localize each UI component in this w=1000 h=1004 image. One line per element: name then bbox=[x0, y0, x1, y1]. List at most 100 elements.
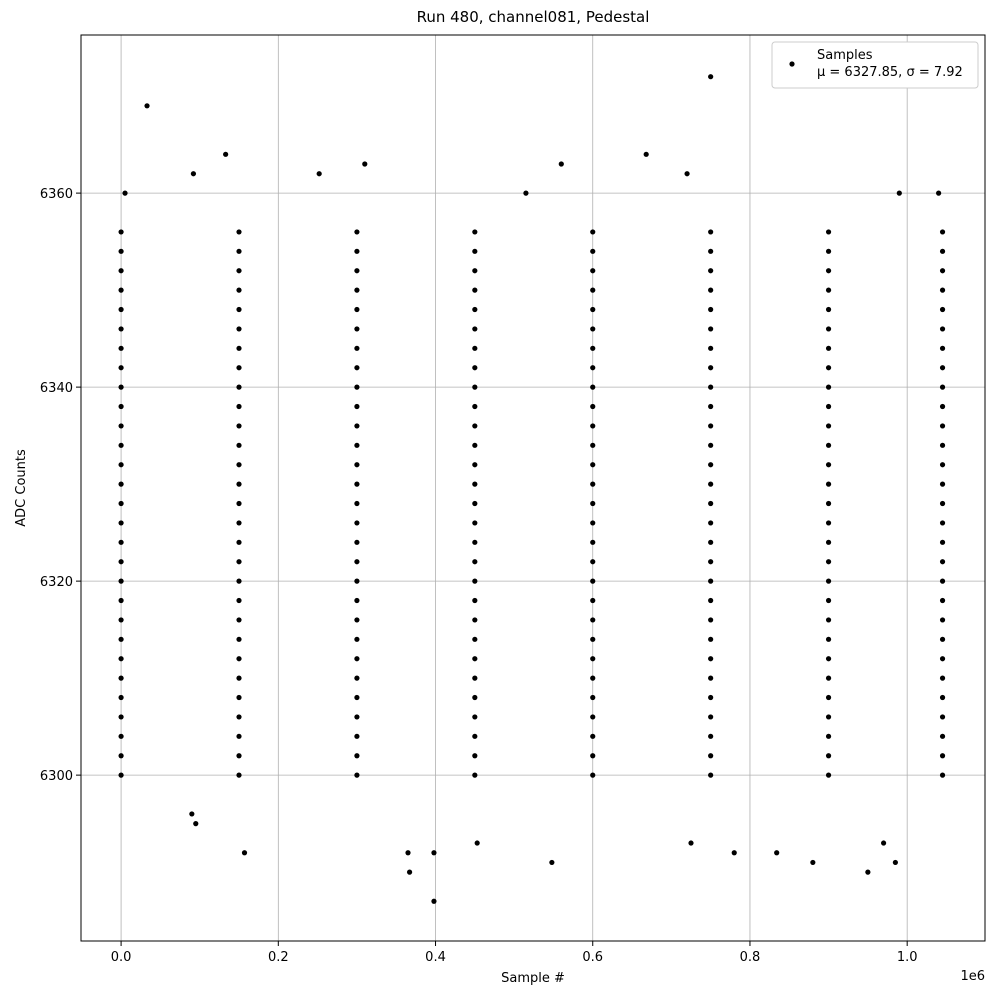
point bbox=[236, 384, 242, 390]
point bbox=[590, 772, 596, 778]
point bbox=[708, 636, 714, 642]
point bbox=[590, 462, 596, 468]
point bbox=[939, 384, 946, 390]
point bbox=[590, 481, 596, 487]
point bbox=[590, 442, 596, 448]
point bbox=[865, 869, 871, 875]
point bbox=[118, 597, 124, 604]
point bbox=[939, 636, 946, 642]
point bbox=[236, 753, 242, 759]
point bbox=[118, 423, 124, 429]
point bbox=[472, 617, 478, 623]
point bbox=[939, 500, 946, 507]
point bbox=[118, 772, 124, 778]
point bbox=[825, 481, 832, 487]
point bbox=[405, 850, 411, 856]
point bbox=[825, 462, 832, 468]
point bbox=[590, 365, 596, 371]
point bbox=[939, 772, 946, 778]
point bbox=[590, 714, 596, 720]
point bbox=[939, 326, 946, 332]
point bbox=[708, 617, 714, 623]
point bbox=[590, 287, 596, 293]
legend-marker bbox=[789, 61, 795, 67]
point bbox=[236, 462, 242, 468]
point bbox=[590, 403, 596, 410]
point bbox=[472, 539, 478, 545]
point bbox=[708, 229, 714, 235]
point bbox=[236, 403, 242, 410]
point bbox=[472, 656, 478, 662]
point bbox=[825, 229, 832, 235]
point bbox=[354, 500, 360, 507]
point bbox=[236, 636, 242, 642]
point bbox=[354, 597, 360, 604]
point bbox=[731, 850, 737, 856]
point bbox=[354, 345, 360, 351]
point bbox=[193, 821, 199, 827]
point bbox=[688, 840, 694, 846]
x-tick-label: 1.0 bbox=[897, 950, 918, 965]
point bbox=[472, 520, 478, 526]
point bbox=[354, 520, 360, 526]
point bbox=[236, 326, 242, 332]
point bbox=[590, 423, 596, 429]
point bbox=[558, 161, 564, 167]
point bbox=[590, 656, 596, 662]
point bbox=[354, 248, 360, 254]
point bbox=[825, 365, 832, 371]
point bbox=[825, 500, 832, 507]
point bbox=[354, 384, 360, 390]
point bbox=[590, 694, 596, 701]
point bbox=[354, 753, 360, 759]
point bbox=[549, 859, 555, 866]
point bbox=[590, 733, 596, 739]
point bbox=[236, 423, 242, 429]
point bbox=[825, 636, 832, 642]
point bbox=[236, 559, 242, 565]
point bbox=[118, 268, 124, 274]
point bbox=[708, 481, 714, 487]
point bbox=[939, 578, 946, 584]
point bbox=[708, 74, 714, 80]
point bbox=[354, 442, 360, 448]
point bbox=[354, 636, 360, 642]
point bbox=[472, 714, 478, 720]
point bbox=[825, 539, 832, 545]
point bbox=[236, 597, 242, 604]
point bbox=[590, 597, 596, 604]
point bbox=[590, 268, 596, 274]
point bbox=[118, 559, 124, 565]
point bbox=[472, 384, 478, 390]
point bbox=[236, 714, 242, 720]
point bbox=[825, 675, 832, 681]
point bbox=[472, 675, 478, 681]
point bbox=[708, 384, 714, 390]
point bbox=[939, 539, 946, 545]
point bbox=[118, 733, 124, 739]
point bbox=[354, 326, 360, 332]
point bbox=[118, 442, 124, 448]
point bbox=[939, 675, 946, 681]
point bbox=[354, 772, 360, 778]
point bbox=[708, 403, 714, 410]
point bbox=[472, 326, 478, 332]
point bbox=[472, 365, 478, 371]
point bbox=[223, 151, 229, 157]
point bbox=[118, 753, 124, 759]
point bbox=[825, 345, 832, 351]
point bbox=[825, 714, 832, 720]
point bbox=[825, 384, 832, 390]
legend-label: Samples bbox=[817, 48, 873, 63]
y-tick-label: 6360 bbox=[40, 187, 73, 202]
point bbox=[708, 675, 714, 681]
point bbox=[118, 248, 124, 254]
point bbox=[708, 578, 714, 584]
point bbox=[684, 171, 690, 177]
point bbox=[708, 597, 714, 604]
point bbox=[523, 190, 529, 196]
point bbox=[936, 190, 942, 196]
point bbox=[892, 859, 898, 866]
x-axis-label: Sample # bbox=[501, 971, 565, 986]
point bbox=[590, 326, 596, 332]
